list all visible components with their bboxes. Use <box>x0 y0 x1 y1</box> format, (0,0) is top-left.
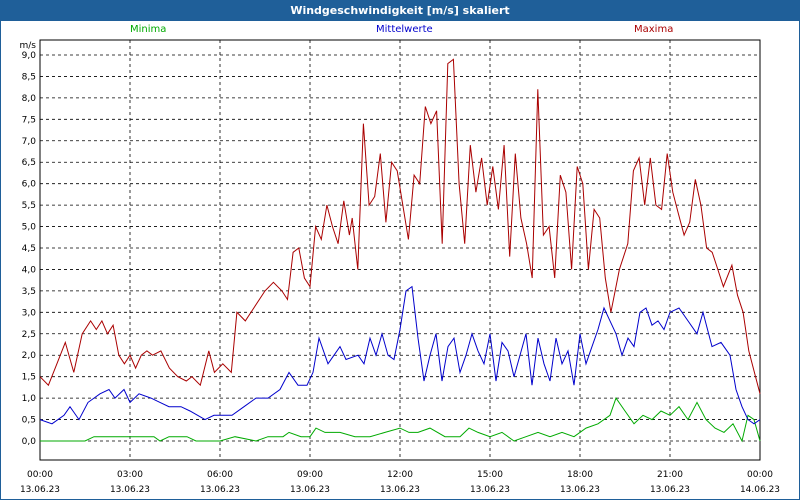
window-title: Windgeschwindigkeit [m/s] skaliert <box>1 1 799 21</box>
x-tick-date: 13.06.23 <box>110 485 150 495</box>
x-tick-time: 00:00 <box>747 470 773 480</box>
y-tick-label: 8,5 <box>22 72 36 82</box>
x-tick-time: 15:00 <box>477 470 503 480</box>
y-tick-label: 0,0 <box>22 437 37 447</box>
legend-minima: Minima <box>130 24 167 35</box>
y-tick-label: 6,5 <box>22 158 36 168</box>
x-tick-date: 13.06.23 <box>470 485 510 495</box>
y-tick-label: 1,5 <box>22 373 36 383</box>
y-tick-label: 3,5 <box>22 287 36 297</box>
y-tick-label: 4,5 <box>22 244 36 254</box>
y-tick-label: 3,0 <box>22 308 37 318</box>
x-tick-date: 13.06.23 <box>290 485 330 495</box>
x-tick-time: 18:00 <box>567 470 593 480</box>
series <box>39 58 761 443</box>
x-tick-date: 13.06.23 <box>560 485 600 495</box>
plot-frame <box>39 39 761 461</box>
y-tick-label: 7,5 <box>22 115 36 125</box>
x-tick-time: 03:00 <box>117 470 143 480</box>
legend-maxima: Maxima <box>634 24 674 35</box>
grid <box>40 40 760 460</box>
series-line-minima <box>40 397 761 443</box>
legend-mittelwerte: Mittelwerte <box>376 24 433 35</box>
y-tick-label: 2,0 <box>22 351 37 361</box>
tick-labels: 0,0 0,5 1,0 1,5 2,0 2,5 3,0 3,5 4,0 4,5 5,0 5,5 6,0 6… <box>20 41 781 495</box>
x-tick-date: 14.06.23 <box>740 485 780 495</box>
x-tick-date: 13.06.23 <box>200 485 240 495</box>
y-tick-label: 2,5 <box>22 330 36 340</box>
y-tick-label: 9,0 <box>22 51 37 61</box>
y-tick-label: 8,0 <box>22 94 37 104</box>
x-tick-time: 00:00 <box>27 470 53 480</box>
axes <box>39 39 761 461</box>
y-tick-label: 6,0 <box>22 180 37 190</box>
y-tick-label: 1,0 <box>22 394 37 404</box>
y-axis-unit: m/s <box>20 41 37 51</box>
y-tick-label: 5,5 <box>22 201 36 211</box>
y-tick-label: 5,0 <box>22 223 37 233</box>
y-tick-label: 0,5 <box>22 416 36 426</box>
y-tick-label: 4,0 <box>22 265 37 275</box>
series-line-mittelwerte <box>39 285 761 425</box>
x-tick-time: 09:00 <box>297 470 323 480</box>
series-line-maxima <box>39 58 761 394</box>
x-tick-date: 13.06.23 <box>650 485 690 495</box>
x-tick-time: 21:00 <box>657 470 683 480</box>
x-tick-date: 13.06.23 <box>380 485 420 495</box>
x-tick-time: 06:00 <box>207 470 233 480</box>
x-tick-date: 13.06.23 <box>20 485 60 495</box>
y-tick-label: 7,0 <box>22 137 37 147</box>
x-tick-time: 12:00 <box>387 470 413 480</box>
